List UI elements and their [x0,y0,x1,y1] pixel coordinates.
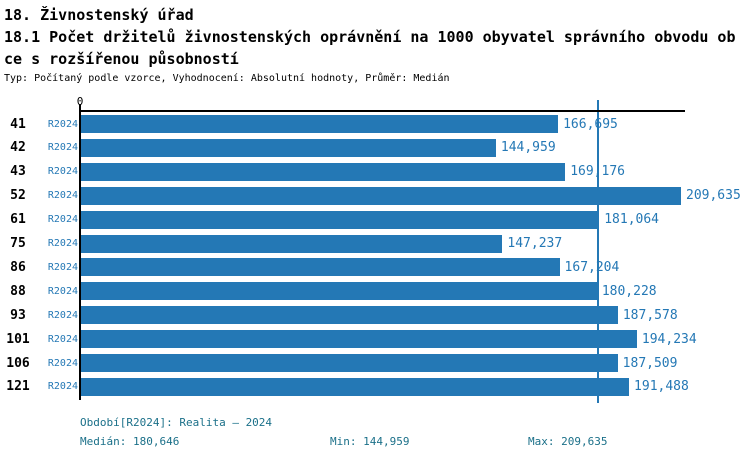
max-stat: Max: 209,635 [528,435,608,448]
bar-value-label: 147,237 [507,236,563,251]
row-category-label: 41 [10,116,26,132]
row-series-label: R2024 [47,118,78,130]
bar-value-label: 166,695 [563,116,618,132]
row-series-label: R2024 [47,214,78,226]
row-series-label: R2024 [47,381,78,393]
chart-row: 43 R2024 169,176 [0,160,750,184]
row-series-label: R2024 [47,333,78,345]
row-series-label: R2024 [47,261,78,273]
chart-row: 106 R2024 187,509 [0,351,750,375]
row-series-label: R2024 [47,285,78,297]
bar-value-label: 187,509 [622,355,678,371]
metric-title-line1: 18.1 Počet držitelů živnostenských opráv… [4,28,736,46]
metric-meta: Typ: Počítaný podle vzorce, Vyhodnocení:… [4,73,450,84]
row-series-label: R2024 [47,238,78,249]
row-series-label: R2024 [47,142,78,154]
value-bar [81,234,503,253]
bar-value-label: 180,228 [601,283,657,299]
row-category-label: 101 [6,331,30,347]
row-category-label: 52 [10,188,26,204]
chart-row: 101 R2024 194,234 [0,327,750,351]
value-bar [81,162,566,181]
y-axis-line [79,104,81,400]
value-bar [81,258,560,277]
chart-row: 61 R2024 181,064 [0,208,750,232]
chart-row: 42 R2024 144,959 [0,136,750,160]
metric-title-line2: ce s rozšířenou působností [4,50,239,68]
bar-value-label: 194,234 [641,331,697,347]
chart-row: 86 R2024 167,204 [0,255,750,279]
section-title: 18. Živnostenský úřad [4,6,194,24]
value-bar [81,306,618,325]
row-category-label: 93 [10,307,26,323]
row-category-label: 86 [10,259,26,275]
value-bar [81,138,496,157]
row-series-label: R2024 [47,357,78,369]
chart-row: 75 R2024 147,237 [0,232,750,256]
value-bar [81,282,597,301]
value-bar [81,115,559,133]
median-line [597,100,600,403]
bar-value-label: 167,204 [564,259,620,275]
row-category-label: 43 [10,164,26,180]
row-series-label: R2024 [47,309,78,321]
value-bar [81,210,600,229]
bar-value-label: 181,064 [604,212,660,228]
report-header: 18. Živnostenský úřad 18.1 Počet držitel… [4,4,750,86]
row-category-label: 61 [10,212,26,228]
x-axis-line [80,110,685,112]
row-category-label: 121 [6,379,30,395]
x-axis-zero-label: 0 [76,95,84,108]
value-bar [81,354,618,372]
value-bar [81,186,681,205]
bar-value-label: 209,635 [686,188,741,204]
row-category-label: 106 [6,355,30,371]
bar-value-label: 187,578 [622,307,678,323]
bar-value-label: 144,959 [500,140,556,156]
chart-row: 88 R2024 180,228 [0,279,750,303]
row-category-label: 75 [10,236,26,251]
bar-value-label: 169,176 [570,164,625,180]
value-bar [81,377,630,396]
row-category-label: 88 [10,283,26,299]
median-stat: Medián: 180,646 [80,435,180,448]
chart-row: 121 R2024 191,488 [0,375,750,399]
chart-row: 93 R2024 187,578 [0,303,750,327]
min-stat: Min: 144,959 [330,435,410,448]
chart-row: 41 R2024 166,695 [0,112,750,136]
value-bar [81,330,637,349]
row-series-label: R2024 [47,190,78,202]
row-series-label: R2024 [47,166,78,178]
bar-value-label: 191,488 [634,379,689,395]
chart-row: 52 R2024 209,635 [0,184,750,208]
period-label: Období[R2024]: Realita – 2024 [80,416,273,429]
row-category-label: 42 [10,140,26,156]
